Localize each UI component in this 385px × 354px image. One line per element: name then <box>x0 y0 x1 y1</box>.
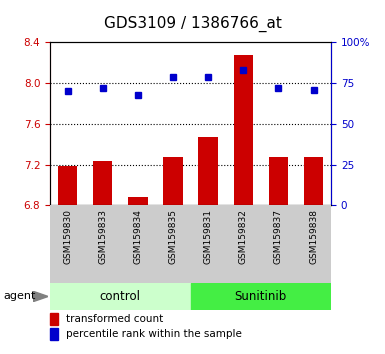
Bar <box>50 313 59 325</box>
Bar <box>234 55 253 205</box>
Text: GSM159834: GSM159834 <box>133 209 142 264</box>
Bar <box>163 158 182 205</box>
Bar <box>50 205 85 283</box>
Polygon shape <box>33 291 48 302</box>
Text: GSM159833: GSM159833 <box>98 209 107 264</box>
Text: GSM159831: GSM159831 <box>204 209 213 264</box>
Bar <box>121 205 156 283</box>
Text: control: control <box>100 290 141 303</box>
Text: GSM159832: GSM159832 <box>239 209 248 264</box>
Bar <box>50 283 191 310</box>
Text: agent: agent <box>4 291 36 302</box>
Bar <box>191 283 331 310</box>
Bar <box>191 205 226 283</box>
Text: GSM159835: GSM159835 <box>169 209 177 264</box>
Bar <box>156 205 191 283</box>
Bar <box>226 205 261 283</box>
Text: Sunitinib: Sunitinib <box>235 290 287 303</box>
Text: transformed count: transformed count <box>65 314 163 324</box>
Text: GSM159837: GSM159837 <box>274 209 283 264</box>
Text: GSM159838: GSM159838 <box>309 209 318 264</box>
Bar <box>50 328 59 340</box>
Bar <box>296 205 331 283</box>
Bar <box>85 205 120 283</box>
Bar <box>128 197 147 205</box>
Text: GDS3109 / 1386766_at: GDS3109 / 1386766_at <box>104 16 281 32</box>
Text: percentile rank within the sample: percentile rank within the sample <box>65 329 241 339</box>
Bar <box>261 205 296 283</box>
Bar <box>269 158 288 205</box>
Bar <box>304 158 323 205</box>
Text: GSM159830: GSM159830 <box>63 209 72 264</box>
Bar <box>93 161 112 205</box>
Bar <box>199 137 218 205</box>
Bar <box>58 166 77 205</box>
